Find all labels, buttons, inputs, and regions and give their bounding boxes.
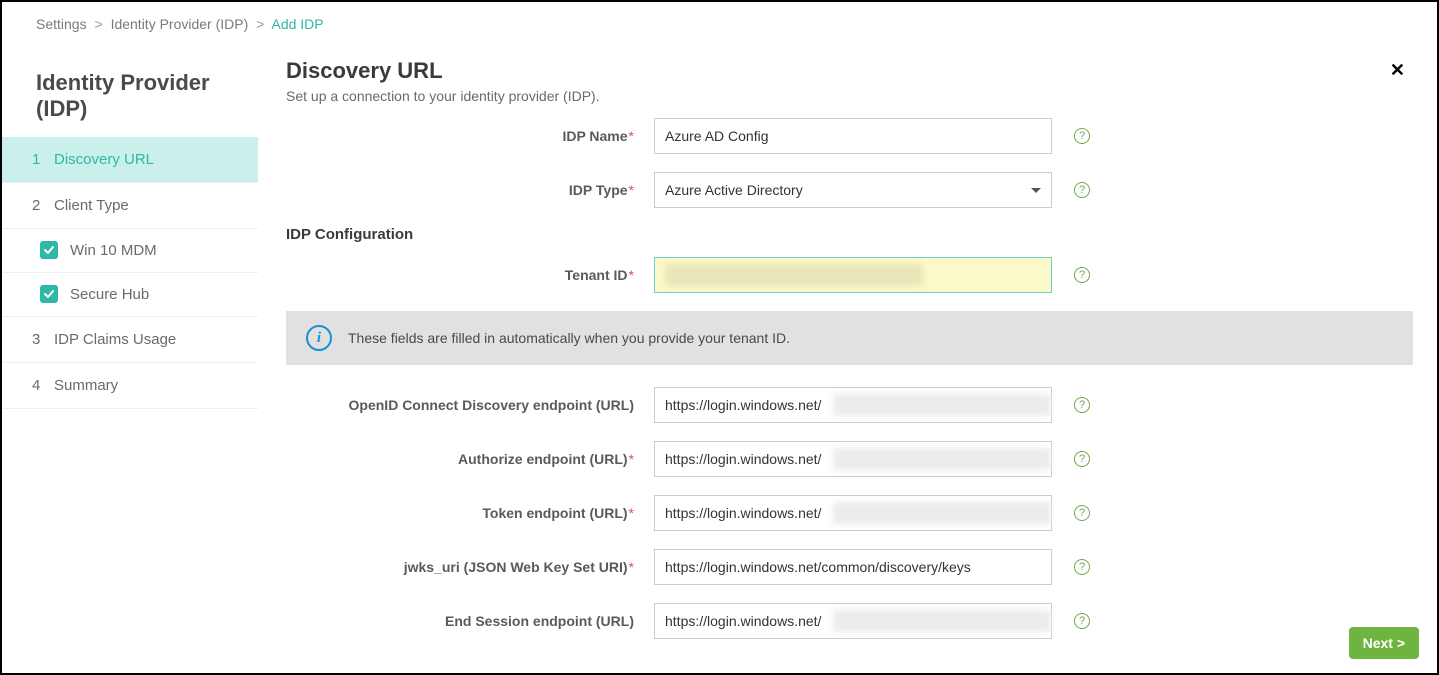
app-frame: Settings > Identity Provider (IDP) > Add… bbox=[0, 0, 1439, 675]
required-asterisk: * bbox=[629, 267, 634, 283]
help-icon[interactable]: ? bbox=[1074, 397, 1090, 413]
required-asterisk: * bbox=[629, 182, 634, 198]
required-asterisk: * bbox=[629, 559, 634, 575]
redacted-content bbox=[833, 448, 1051, 470]
help-icon[interactable]: ? bbox=[1074, 267, 1090, 283]
breadcrumb-idp[interactable]: Identity Provider (IDP) bbox=[111, 16, 249, 32]
step-number: 3 bbox=[32, 331, 50, 348]
field-authorize: Authorize endpoint (URL)* https://login.… bbox=[286, 441, 1413, 477]
breadcrumb-settings[interactable]: Settings bbox=[36, 16, 87, 32]
label-text: jwks_uri (JSON Web Key Set URI) bbox=[404, 559, 628, 575]
openid-discovery-input[interactable]: https://login.windows.net/ bbox=[654, 387, 1052, 423]
breadcrumb-separator: > bbox=[256, 16, 264, 32]
url-value: https://login.windows.net/ bbox=[665, 613, 821, 629]
url-value: https://login.windows.net/ bbox=[665, 451, 821, 467]
label-text: OpenID Connect Discovery endpoint (URL) bbox=[349, 397, 634, 413]
field-idp-type: IDP Type* Azure Active Directory ? bbox=[286, 172, 1413, 208]
content-area: Identity Provider (IDP) 1 Discovery URL … bbox=[2, 46, 1437, 669]
end-session-label: End Session endpoint (URL) bbox=[286, 613, 654, 629]
tenant-id-label: Tenant ID* bbox=[286, 267, 654, 283]
close-icon[interactable]: ✕ bbox=[1390, 60, 1405, 81]
main-panel: Discovery URL Set up a connection to you… bbox=[258, 46, 1437, 669]
token-label: Token endpoint (URL)* bbox=[286, 505, 654, 521]
jwks-label: jwks_uri (JSON Web Key Set URI)* bbox=[286, 559, 654, 575]
end-session-input[interactable]: https://login.windows.net/ bbox=[654, 603, 1052, 639]
label-text: IDP Type bbox=[569, 182, 628, 198]
step-label: Client Type bbox=[54, 197, 129, 214]
redacted-content bbox=[833, 610, 1051, 632]
redacted-content bbox=[833, 502, 1051, 524]
chevron-down-icon bbox=[1031, 188, 1041, 193]
step-number: 2 bbox=[32, 197, 50, 214]
redacted-content bbox=[833, 394, 1051, 416]
help-icon[interactable]: ? bbox=[1074, 182, 1090, 198]
step-client-type[interactable]: 2 Client Type bbox=[2, 183, 258, 229]
select-value: Azure Active Directory bbox=[665, 182, 803, 198]
page-subtitle: Set up a connection to your identity pro… bbox=[286, 88, 1413, 104]
url-value: https://login.windows.net/common/discove… bbox=[665, 559, 971, 575]
idp-name-input[interactable] bbox=[654, 118, 1052, 154]
url-value: https://login.windows.net/ bbox=[665, 397, 821, 413]
substep-secure-hub[interactable]: Secure Hub bbox=[2, 273, 258, 317]
required-asterisk: * bbox=[629, 128, 634, 144]
substep-label: Secure Hub bbox=[70, 286, 149, 303]
step-discovery-url[interactable]: 1 Discovery URL bbox=[2, 137, 258, 183]
step-idp-claims[interactable]: 3 IDP Claims Usage bbox=[2, 317, 258, 363]
label-text: End Session endpoint (URL) bbox=[445, 613, 634, 629]
field-end-session: End Session endpoint (URL) https://login… bbox=[286, 603, 1413, 639]
step-list: 1 Discovery URL 2 Client Type Win 10 MDM bbox=[2, 137, 258, 409]
authorize-label: Authorize endpoint (URL)* bbox=[286, 451, 654, 467]
wizard-sidebar: Identity Provider (IDP) 1 Discovery URL … bbox=[2, 46, 258, 669]
step-label: Summary bbox=[54, 377, 118, 394]
field-idp-name: IDP Name* ? bbox=[286, 118, 1413, 154]
tenant-id-input[interactable] bbox=[654, 257, 1052, 293]
idp-name-label: IDP Name* bbox=[286, 128, 654, 144]
openid-discovery-label: OpenID Connect Discovery endpoint (URL) bbox=[286, 397, 654, 413]
label-text: Authorize endpoint (URL) bbox=[458, 451, 628, 467]
step-number: 4 bbox=[32, 377, 50, 394]
info-text: These fields are filled in automatically… bbox=[348, 330, 790, 346]
url-value: https://login.windows.net/ bbox=[665, 505, 821, 521]
field-tenant-id: Tenant ID* ? bbox=[286, 257, 1413, 293]
redacted-content bbox=[665, 264, 923, 286]
field-token: Token endpoint (URL)* https://login.wind… bbox=[286, 495, 1413, 531]
breadcrumb-add-idp: Add IDP bbox=[271, 16, 323, 32]
next-button[interactable]: Next > bbox=[1349, 627, 1419, 659]
checkmark-icon bbox=[40, 241, 58, 259]
substep-win10-mdm[interactable]: Win 10 MDM bbox=[2, 229, 258, 273]
step-label: IDP Claims Usage bbox=[54, 331, 176, 348]
substep-label: Win 10 MDM bbox=[70, 242, 157, 259]
label-text: IDP Name bbox=[562, 128, 627, 144]
label-text: Tenant ID bbox=[565, 267, 628, 283]
info-icon: i bbox=[306, 325, 332, 351]
sidebar-title: Identity Provider (IDP) bbox=[2, 46, 258, 137]
jwks-input[interactable]: https://login.windows.net/common/discove… bbox=[654, 549, 1052, 585]
section-heading: IDP Configuration bbox=[286, 226, 1413, 243]
main-header: Discovery URL Set up a connection to you… bbox=[286, 58, 1413, 104]
help-icon[interactable]: ? bbox=[1074, 451, 1090, 467]
label-text: Token endpoint (URL) bbox=[482, 505, 627, 521]
help-icon[interactable]: ? bbox=[1074, 505, 1090, 521]
authorize-input[interactable]: https://login.windows.net/ bbox=[654, 441, 1052, 477]
help-icon[interactable]: ? bbox=[1074, 559, 1090, 575]
idp-type-select[interactable]: Azure Active Directory bbox=[654, 172, 1052, 208]
required-asterisk: * bbox=[629, 451, 634, 467]
required-asterisk: * bbox=[629, 505, 634, 521]
step-label: Discovery URL bbox=[54, 151, 154, 168]
idp-type-label: IDP Type* bbox=[286, 182, 654, 198]
field-jwks: jwks_uri (JSON Web Key Set URI)* https:/… bbox=[286, 549, 1413, 585]
breadcrumb: Settings > Identity Provider (IDP) > Add… bbox=[2, 2, 1437, 46]
breadcrumb-separator: > bbox=[94, 16, 102, 32]
step-summary[interactable]: 4 Summary bbox=[2, 363, 258, 409]
help-icon[interactable]: ? bbox=[1074, 613, 1090, 629]
token-input[interactable]: https://login.windows.net/ bbox=[654, 495, 1052, 531]
page-title: Discovery URL bbox=[286, 58, 1413, 84]
field-openid-discovery: OpenID Connect Discovery endpoint (URL) … bbox=[286, 387, 1413, 423]
help-icon[interactable]: ? bbox=[1074, 128, 1090, 144]
step-number: 1 bbox=[32, 151, 50, 168]
checkmark-icon bbox=[40, 285, 58, 303]
info-banner: i These fields are filled in automatical… bbox=[286, 311, 1413, 365]
